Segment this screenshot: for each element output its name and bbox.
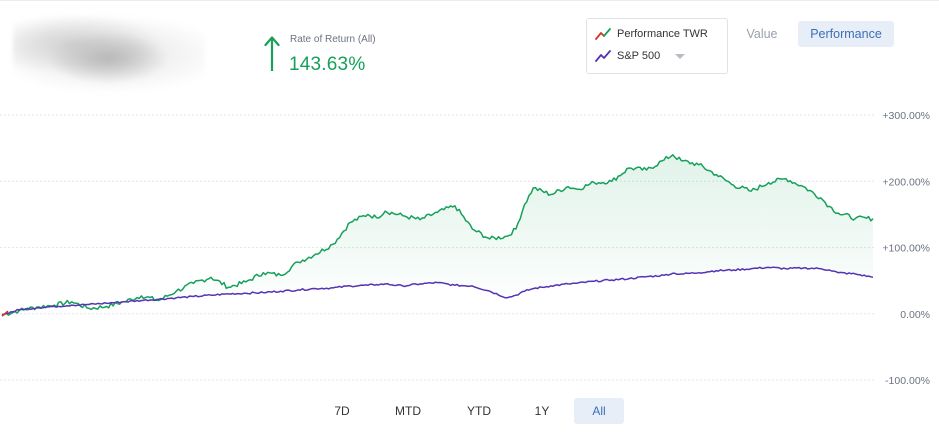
y-tick-label: +200.00% (882, 176, 930, 188)
chevron-down-icon[interactable] (675, 54, 685, 59)
legend-item-performance-twr[interactable]: Performance TWR (595, 25, 708, 43)
up-arrow-icon (264, 36, 280, 71)
range-all[interactable]: All (574, 398, 624, 424)
range-7d[interactable]: 7D (334, 404, 350, 418)
series-line-sp500 (1, 266, 874, 316)
red-green-line-icon (595, 28, 611, 40)
toggle-performance[interactable]: Performance (798, 21, 894, 47)
legend-label-sp500: S&P 500 (617, 50, 661, 62)
range-ytd[interactable]: YTD (467, 404, 491, 418)
top-border (0, 0, 939, 1)
y-tick-label: +300.00% (882, 110, 930, 122)
series-line-performance-twr (1, 154, 874, 316)
blurred-account-name (13, 14, 205, 92)
y-tick-label: +100.00% (882, 243, 930, 255)
performance-chart: +300.00% +200.00% +100.00% 0.00% -100.00% (0, 110, 930, 387)
purple-line-icon (595, 50, 611, 62)
y-tick-label: 0.00% (900, 309, 930, 321)
toggle-value[interactable]: Value (746, 27, 778, 41)
range-1y[interactable]: 1Y (534, 404, 550, 418)
chart-legend: Performance TWR S&P 500 (586, 18, 728, 74)
performance-area-fill (2, 154, 873, 316)
legend-item-sp500[interactable]: S&P 500 (595, 47, 660, 65)
rate-of-return-value: 143.63% (289, 54, 366, 75)
y-tick-label: -100.00% (885, 375, 930, 387)
series-start-marker (1, 310, 9, 317)
time-range-selector: 7D MTD YTD 1Y All (0, 398, 939, 424)
rate-of-return-label: Rate of Return (All) (290, 34, 376, 45)
range-mtd[interactable]: MTD (395, 404, 421, 418)
legend-label-performance-twr: Performance TWR (617, 28, 708, 40)
